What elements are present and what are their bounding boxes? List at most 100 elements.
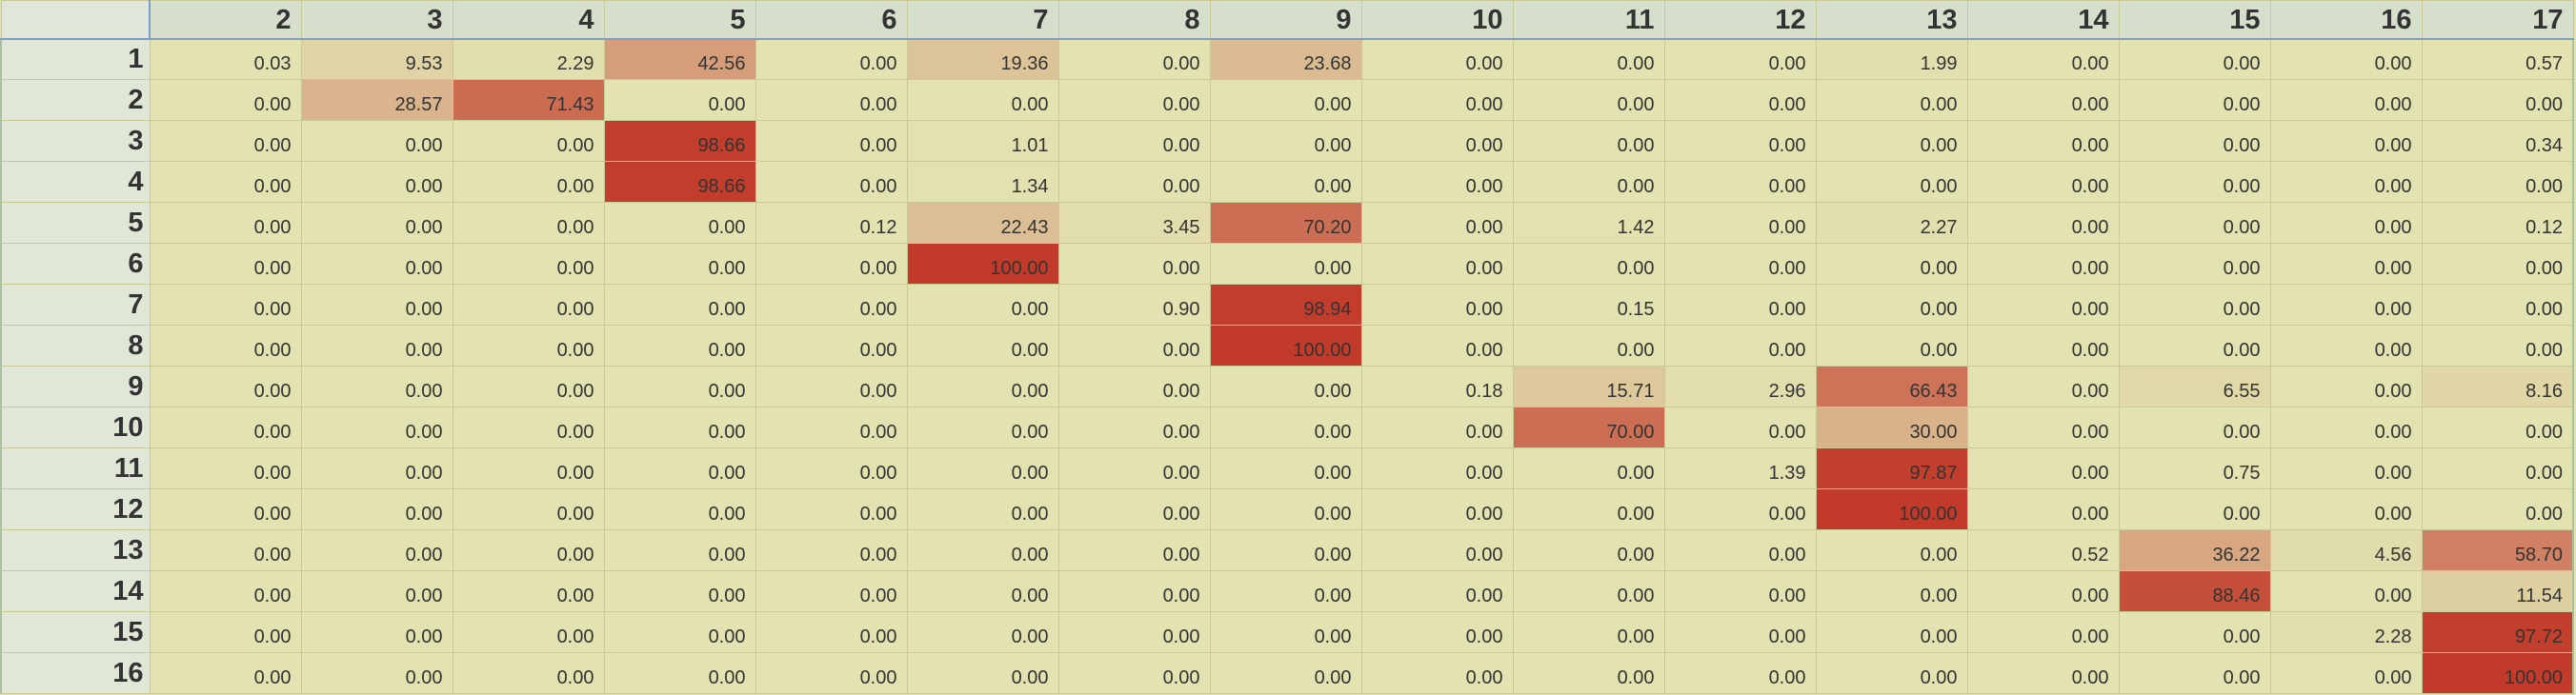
- grid-cell[interactable]: 1.99: [1815, 38, 1968, 80]
- grid-cell[interactable]: 0.00: [1209, 652, 1362, 694]
- grid-cell[interactable]: 70.00: [1512, 407, 1665, 448]
- grid-cell[interactable]: 0.00: [2118, 488, 2271, 530]
- grid-cell[interactable]: 0.00: [1663, 529, 1817, 571]
- grid-cell[interactable]: 0.00: [1663, 120, 1817, 162]
- grid-cell[interactable]: 0.00: [149, 202, 302, 244]
- grid-cell[interactable]: 0.00: [149, 366, 302, 407]
- column-header[interactable]: 6: [755, 0, 908, 40]
- grid-cell[interactable]: 0.00: [755, 284, 908, 326]
- column-header[interactable]: 3: [300, 0, 453, 40]
- grid-cell[interactable]: 98.66: [603, 161, 756, 203]
- grid-cell[interactable]: 0.00: [906, 79, 1059, 121]
- grid-cell[interactable]: 1.39: [1663, 447, 1817, 489]
- grid-cell[interactable]: 0.00: [1360, 120, 1514, 162]
- grid-cell[interactable]: 0.00: [1057, 447, 1211, 489]
- grid-cell[interactable]: 58.70: [2421, 529, 2574, 571]
- grid-cell[interactable]: 0.00: [1057, 407, 1211, 448]
- grid-cell[interactable]: 0.00: [1966, 366, 2120, 407]
- row-header[interactable]: 12: [0, 488, 151, 530]
- row-header[interactable]: 14: [0, 570, 151, 612]
- grid-cell[interactable]: 0.00: [2118, 161, 2271, 203]
- grid-cell[interactable]: 0.00: [452, 243, 605, 285]
- grid-cell[interactable]: 0.00: [1209, 447, 1362, 489]
- grid-cell[interactable]: 0.00: [1663, 284, 1817, 326]
- grid-cell[interactable]: 0.00: [149, 284, 302, 326]
- grid-cell[interactable]: 0.00: [1057, 570, 1211, 612]
- grid-cell[interactable]: 0.00: [2421, 407, 2574, 448]
- grid-cell[interactable]: 0.00: [2421, 79, 2574, 121]
- grid-cell[interactable]: 0.00: [1209, 488, 1362, 530]
- grid-cell[interactable]: 0.00: [906, 407, 1059, 448]
- grid-cell[interactable]: 0.00: [1057, 243, 1211, 285]
- row-header[interactable]: 13: [0, 529, 151, 571]
- grid-cell[interactable]: 0.00: [1815, 284, 1968, 326]
- grid-cell[interactable]: 0.00: [1966, 488, 2120, 530]
- grid-cell[interactable]: 0.00: [1966, 407, 2120, 448]
- grid-cell[interactable]: 0.00: [2421, 488, 2574, 530]
- grid-cell[interactable]: 0.34: [2421, 120, 2574, 162]
- grid-cell[interactable]: 15.71: [1512, 366, 1665, 407]
- grid-cell[interactable]: 0.00: [300, 243, 453, 285]
- grid-cell[interactable]: 0.00: [2269, 38, 2423, 80]
- grid-cell[interactable]: 0.00: [1512, 529, 1665, 571]
- grid-cell[interactable]: 0.00: [452, 488, 605, 530]
- grid-cell[interactable]: 0.00: [1663, 79, 1817, 121]
- column-header[interactable]: 13: [1815, 0, 1968, 40]
- grid-cell[interactable]: 1.42: [1512, 202, 1665, 244]
- grid-cell[interactable]: 0.00: [1815, 325, 1968, 367]
- grid-cell[interactable]: 0.00: [2118, 202, 2271, 244]
- grid-cell[interactable]: 66.43: [1815, 366, 1968, 407]
- grid-cell[interactable]: 0.00: [755, 652, 908, 694]
- grid-cell[interactable]: 0.00: [149, 407, 302, 448]
- grid-cell[interactable]: 0.00: [1966, 161, 2120, 203]
- grid-cell[interactable]: 0.00: [603, 570, 756, 612]
- column-header[interactable]: 4: [452, 0, 605, 40]
- grid-cell[interactable]: 0.00: [1663, 38, 1817, 80]
- grid-cell[interactable]: 2.29: [452, 38, 605, 80]
- column-header[interactable]: 17: [2421, 0, 2574, 40]
- grid-cell[interactable]: 0.00: [603, 529, 756, 571]
- grid-cell[interactable]: 0.00: [1512, 120, 1665, 162]
- grid-cell[interactable]: 0.00: [149, 325, 302, 367]
- grid-cell[interactable]: 0.00: [1057, 488, 1211, 530]
- grid-cell[interactable]: 0.00: [603, 488, 756, 530]
- grid-cell[interactable]: 0.00: [452, 407, 605, 448]
- grid-cell[interactable]: 0.00: [1057, 325, 1211, 367]
- grid-cell[interactable]: 1.34: [906, 161, 1059, 203]
- grid-cell[interactable]: 0.00: [149, 529, 302, 571]
- row-header[interactable]: 2: [0, 79, 151, 121]
- grid-cell[interactable]: 0.00: [1209, 120, 1362, 162]
- grid-cell[interactable]: 0.00: [1966, 120, 2120, 162]
- grid-cell[interactable]: 42.56: [603, 38, 756, 80]
- grid-cell[interactable]: 0.00: [300, 652, 453, 694]
- grid-cell[interactable]: 0.00: [603, 243, 756, 285]
- row-header[interactable]: 8: [0, 325, 151, 367]
- grid-cell[interactable]: 0.00: [2118, 652, 2271, 694]
- grid-cell[interactable]: 0.18: [1360, 366, 1514, 407]
- grid-cell[interactable]: 0.00: [1512, 38, 1665, 80]
- column-header[interactable]: 15: [2118, 0, 2271, 40]
- grid-cell[interactable]: 0.00: [2118, 79, 2271, 121]
- grid-cell[interactable]: 0.00: [603, 611, 756, 653]
- grid-cell[interactable]: 0.00: [2269, 570, 2423, 612]
- grid-cell[interactable]: 0.00: [300, 284, 453, 326]
- column-header[interactable]: 7: [906, 0, 1059, 40]
- grid-cell[interactable]: 0.00: [2421, 284, 2574, 326]
- grid-cell[interactable]: 0.00: [603, 325, 756, 367]
- grid-cell[interactable]: 19.36: [906, 38, 1059, 80]
- grid-cell[interactable]: 0.00: [452, 366, 605, 407]
- grid-cell[interactable]: 0.00: [1512, 570, 1665, 612]
- grid-cell[interactable]: 0.00: [1966, 570, 2120, 612]
- grid-cell[interactable]: 0.00: [149, 79, 302, 121]
- grid-cell[interactable]: 0.00: [1360, 202, 1514, 244]
- grid-cell[interactable]: 0.00: [149, 161, 302, 203]
- grid-cell[interactable]: 0.00: [1360, 447, 1514, 489]
- column-header[interactable]: 9: [1209, 0, 1362, 40]
- grid-cell[interactable]: 71.43: [452, 79, 605, 121]
- grid-cell[interactable]: 0.00: [2118, 284, 2271, 326]
- row-header[interactable]: 4: [0, 161, 151, 203]
- grid-cell[interactable]: 0.00: [2269, 366, 2423, 407]
- grid-cell[interactable]: 0.00: [1966, 243, 2120, 285]
- grid-cell[interactable]: 0.00: [755, 570, 908, 612]
- grid-cell[interactable]: 0.00: [452, 652, 605, 694]
